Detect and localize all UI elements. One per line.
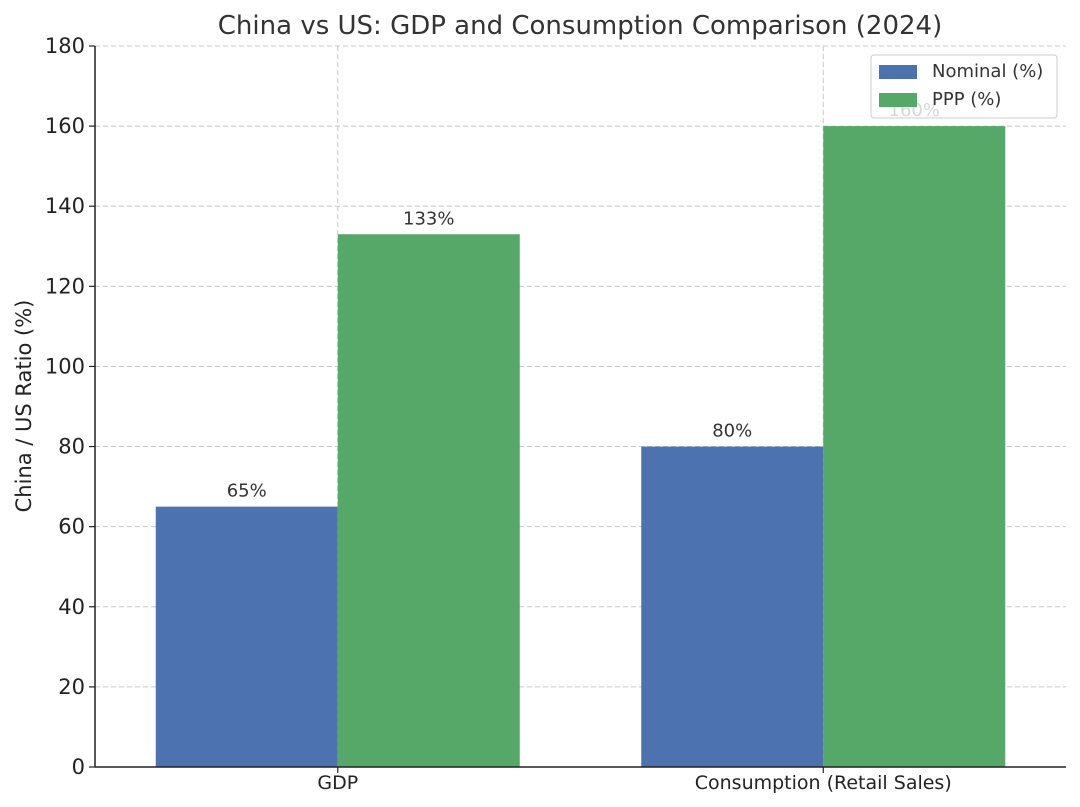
x-category-label: GDP bbox=[317, 772, 358, 794]
y-axis-label: China / US Ratio (%) bbox=[12, 300, 36, 513]
bar-ppp-1 bbox=[823, 126, 1006, 768]
y-tick-label: 40 bbox=[58, 595, 85, 619]
y-tick-label: 60 bbox=[58, 515, 85, 539]
y-tick-label: 20 bbox=[58, 675, 85, 699]
x-category-label: Consumption (Retail Sales) bbox=[695, 772, 952, 794]
bar-data-label: 80% bbox=[712, 421, 752, 442]
bar-nominal-1 bbox=[641, 446, 824, 767]
bar-nominal-0 bbox=[155, 506, 338, 767]
bars bbox=[155, 126, 1006, 768]
bar-ppp-0 bbox=[337, 234, 520, 767]
y-tick-label: 80 bbox=[58, 435, 85, 459]
x-axis-categories: GDP Consumption (Retail Sales) bbox=[317, 767, 952, 794]
legend-swatch bbox=[879, 93, 917, 107]
legend-label: PPP (%) bbox=[932, 89, 1001, 110]
legend-label: Nominal (%) bbox=[932, 61, 1043, 82]
chart-title: China vs US: GDP and Consumption Compari… bbox=[218, 11, 942, 41]
y-tick-label: 100 bbox=[45, 354, 85, 378]
y-tick-label: 180 bbox=[45, 34, 85, 58]
y-tick-label: 140 bbox=[45, 194, 85, 218]
bar-data-label: 65% bbox=[227, 481, 267, 502]
y-tick-label: 160 bbox=[45, 114, 85, 138]
legend: Nominal (%) PPP (%) bbox=[870, 54, 1058, 119]
y-axis-ticks: 0 20 40 60 80 100 120 140 160 180 bbox=[45, 34, 95, 779]
axes bbox=[94, 46, 1066, 768]
legend-box bbox=[870, 54, 1058, 119]
bar-data-label: 133% bbox=[403, 208, 454, 229]
y-tick-label: 120 bbox=[45, 274, 85, 298]
legend-swatch bbox=[879, 65, 917, 79]
y-tick-label: 0 bbox=[72, 755, 85, 779]
